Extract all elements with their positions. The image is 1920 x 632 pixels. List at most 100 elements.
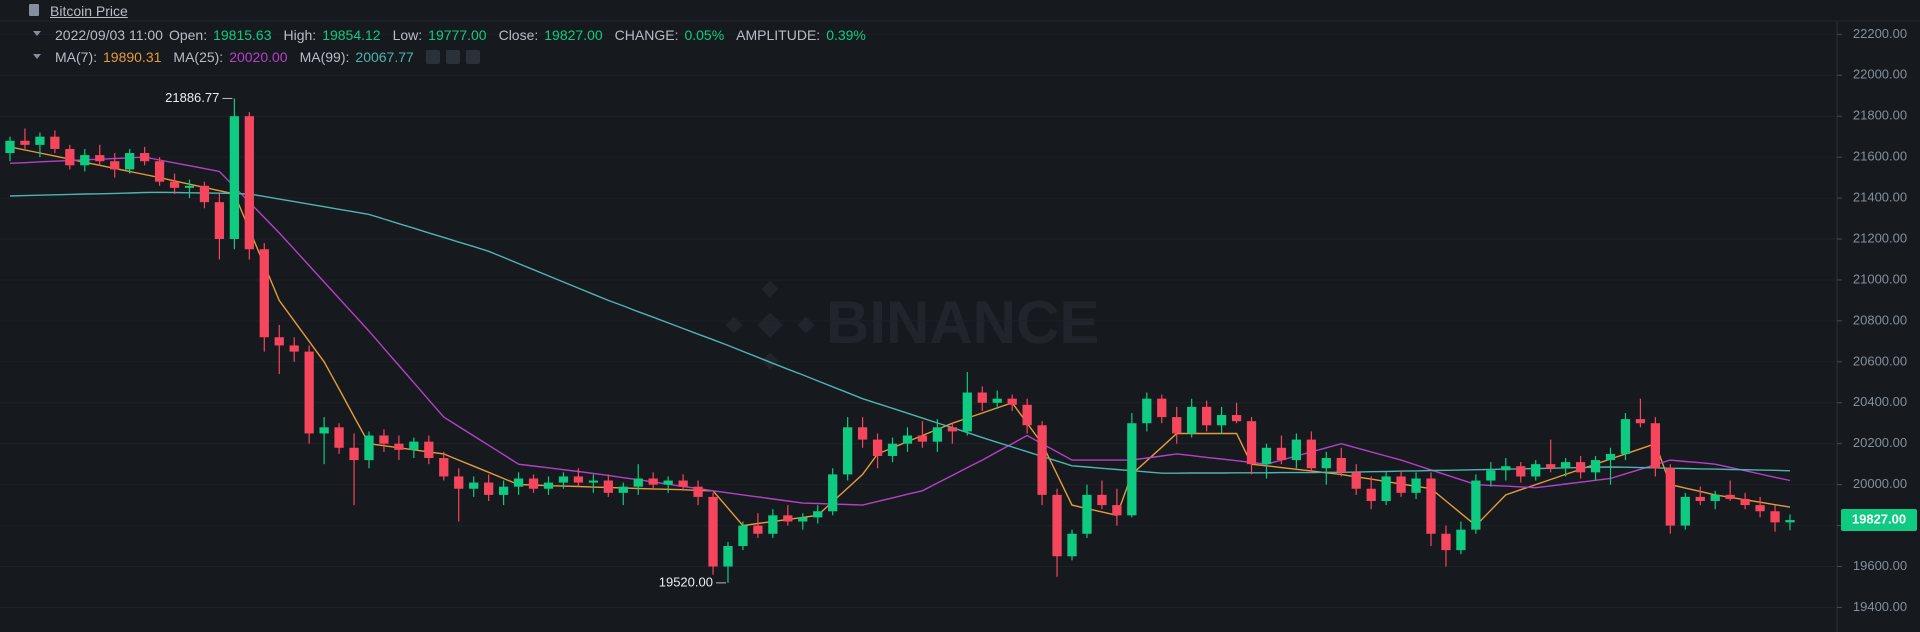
- candle-body: [573, 476, 584, 483]
- candle-body: [513, 478, 524, 487]
- candle-body: [139, 153, 150, 162]
- candle-body: [229, 116, 240, 240]
- candle-body: [1291, 439, 1302, 461]
- candle-body: [1097, 494, 1107, 506]
- candle-body: [1172, 417, 1182, 434]
- candle-body: [184, 185, 195, 188]
- candle-body: [798, 517, 808, 522]
- candle-body: [304, 351, 314, 434]
- candle-body: [1471, 480, 1481, 530]
- candle-body: [484, 482, 494, 495]
- title-icon: [29, 4, 39, 16]
- candle-body: [932, 427, 943, 442]
- price-axis: 19400.0019600.0019800.0020000.0020200.00…: [1837, 26, 1917, 614]
- candle-body: [1187, 406, 1197, 434]
- candle-body: [334, 427, 344, 448]
- candle-body: [902, 435, 913, 444]
- collapse-arrow[interactable]: [33, 31, 41, 36]
- title-row: Bitcoin Price: [50, 1, 134, 21]
- candle-body: [783, 515, 793, 522]
- candle-body: [1366, 488, 1376, 502]
- ma-line: [9, 191, 1791, 474]
- candle-body: [409, 441, 419, 450]
- candle-body: [469, 482, 479, 489]
- candle-body: [1082, 494, 1092, 534]
- candle-body: [1411, 478, 1421, 493]
- candle-body: [169, 181, 180, 188]
- candle-body: [110, 161, 120, 170]
- info-value: 0.39%: [826, 27, 866, 43]
- candle-body: [454, 476, 464, 489]
- candle-body: [962, 392, 972, 432]
- candle-body: [1037, 425, 1047, 495]
- candle-body: [1531, 464, 1541, 477]
- y-tick-label: 19400.00: [1853, 599, 1907, 614]
- candle-body: [1605, 453, 1616, 461]
- candle-body: [1396, 476, 1406, 493]
- candle-body: [364, 435, 374, 461]
- candle-body: [1127, 423, 1137, 516]
- candle-body: [1516, 466, 1526, 477]
- candle-body: [887, 443, 898, 456]
- candle-body: [424, 441, 434, 459]
- y-tick-label: 21400.00: [1853, 190, 1907, 205]
- last-price-tag: [1841, 509, 1917, 532]
- candle-body: [1246, 421, 1257, 465]
- candle-body: [648, 478, 658, 485]
- chart-title[interactable]: Bitcoin Price: [50, 3, 128, 19]
- candle-body: [1785, 520, 1795, 523]
- ma-value: 20020.00: [229, 49, 288, 65]
- candle-body: [1755, 505, 1765, 512]
- candle-body: [1575, 462, 1586, 473]
- candle-body: [663, 480, 673, 485]
- candle-body: [1590, 460, 1601, 473]
- info-name: Close:: [498, 27, 539, 43]
- candle-time: 2022/09/03 11:00: [55, 27, 163, 43]
- candle-body: [1067, 533, 1077, 557]
- candle-body: [1501, 466, 1511, 471]
- candle-body: [1261, 447, 1272, 465]
- y-tick-label: 21800.00: [1853, 108, 1907, 123]
- candle-body: [379, 435, 389, 444]
- candle-body: [1142, 398, 1152, 424]
- candle-body: [1381, 476, 1391, 502]
- candle-body: [1650, 423, 1661, 469]
- last-price-label: 19827.00: [1852, 511, 1906, 526]
- ma-name: MA(25):: [173, 49, 224, 65]
- candle-body: [1216, 415, 1227, 426]
- candle-body: [439, 458, 449, 477]
- candle-body: [50, 136, 60, 149]
- candle-body: [693, 486, 703, 497]
- candle-body: [1022, 404, 1032, 426]
- candle-body: [917, 435, 928, 442]
- candle-body: [558, 476, 569, 483]
- y-tick-label: 20200.00: [1853, 435, 1907, 450]
- y-tick-label: 20800.00: [1853, 312, 1907, 327]
- candle-body: [65, 148, 75, 166]
- candle-body: [1456, 529, 1466, 551]
- candle-body: [1112, 505, 1122, 516]
- candle-body: [199, 185, 210, 203]
- candle-body: [1680, 496, 1690, 526]
- candle-body: [274, 337, 284, 346]
- y-tick-label: 22200.00: [1853, 26, 1907, 41]
- candle-body: [1321, 458, 1331, 469]
- ma-value: 19890.31: [103, 49, 162, 65]
- toolbar-icon[interactable]: [425, 50, 440, 64]
- collapse-arrow[interactable]: [33, 54, 41, 59]
- toolbar-icon[interactable]: [445, 50, 460, 64]
- candle-body: [708, 496, 718, 567]
- info-value: 19815.63: [213, 27, 272, 43]
- toolbar-icon[interactable]: [465, 50, 480, 64]
- candle-body: [1231, 415, 1242, 422]
- candle-body: [678, 480, 688, 487]
- info-value: 19854.12: [322, 27, 381, 43]
- candle-body: [1710, 494, 1720, 502]
- y-tick-label: 21600.00: [1853, 149, 1907, 164]
- candle-body: [1620, 419, 1631, 454]
- candle-body: [1770, 511, 1780, 523]
- candle-body: [1306, 439, 1316, 469]
- candle-body: [1725, 494, 1735, 499]
- annotation-label: 19520.00: [659, 574, 713, 589]
